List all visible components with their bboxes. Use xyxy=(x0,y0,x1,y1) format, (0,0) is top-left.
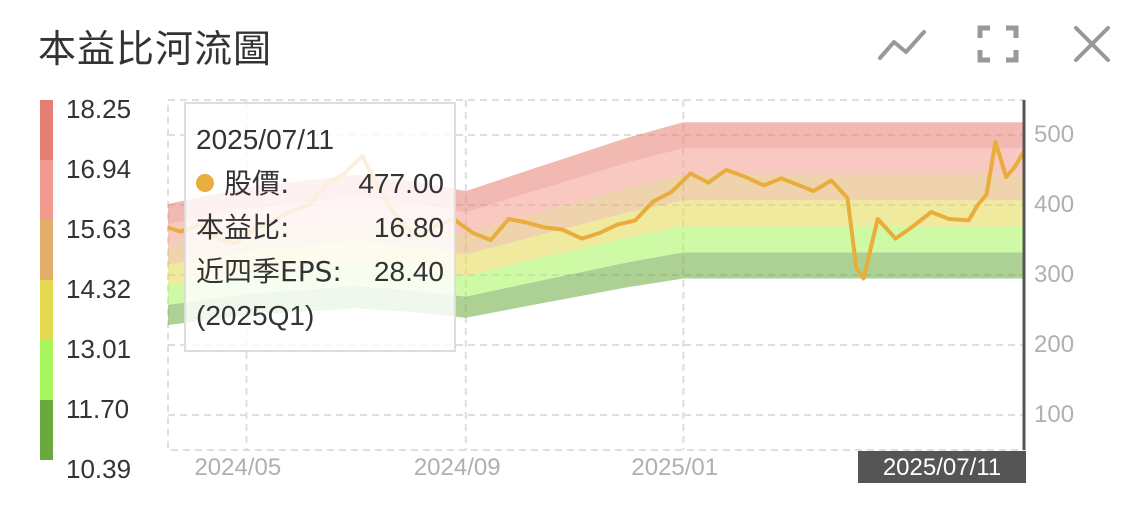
legend-swatch-3 xyxy=(40,220,53,280)
tooltip-date: 2025/07/11 xyxy=(196,124,335,155)
legend-swatch-6 xyxy=(40,400,53,460)
x-tick-label: 2024/09 xyxy=(413,454,501,481)
tooltip-pe-row: 本益比: 16.80 xyxy=(196,206,444,250)
legend-swatch-4 xyxy=(40,280,53,340)
y-tick-label: 500 xyxy=(1034,121,1075,148)
y-tick-label: 300 xyxy=(1034,261,1075,288)
pe-legend-bar xyxy=(40,100,53,460)
chart-title: 本益比河流圖 xyxy=(38,27,273,71)
fullscreen-icon[interactable] xyxy=(970,20,1026,68)
tooltip-pe-value: 16.80 xyxy=(373,212,444,243)
y-tick-label: 400 xyxy=(1034,191,1075,218)
legend-swatch-1 xyxy=(40,100,53,160)
x-tick-label: 2024/05 xyxy=(194,454,282,481)
tooltip-eps-row: 近四季EPS: 28.40 xyxy=(196,250,444,294)
tooltip-pe-label: 本益比: xyxy=(196,211,290,244)
legend-swatch-2 xyxy=(40,160,53,220)
legend-label-2: 16.94 xyxy=(66,154,132,184)
tooltip-price-row: 股價: 477.00 xyxy=(196,162,444,206)
y-tick-label: 200 xyxy=(1034,331,1075,358)
cursor-date-label: 2025/07/11 xyxy=(858,451,1026,483)
tooltip-eps-label: 近四季EPS: xyxy=(196,255,342,288)
x-tick-label: 2025/01 xyxy=(631,454,719,481)
tooltip-quarter: (2025Q1) xyxy=(196,300,315,331)
tooltip-eps-value: 28.40 xyxy=(373,256,444,287)
data-tooltip: 2025/07/11 股價: 477.00 本益比: 16.80 近四季EPS:… xyxy=(184,102,456,352)
legend-label-1: 18.25 xyxy=(66,94,132,124)
legend-label-7: 10.39 xyxy=(66,454,132,484)
legend-label-6: 11.70 xyxy=(66,394,130,424)
line-chart-icon[interactable] xyxy=(874,20,930,68)
y-tick-label: 100 xyxy=(1034,401,1075,428)
close-icon[interactable] xyxy=(1064,20,1120,68)
series-dot-icon xyxy=(196,174,214,192)
legend-swatch-5 xyxy=(40,340,53,400)
tooltip-price-value: 477.00 xyxy=(358,168,444,199)
tooltip-price-label: 股價: xyxy=(224,167,290,200)
legend-label-3: 15.63 xyxy=(66,214,132,244)
legend-label-4: 14.32 xyxy=(66,274,132,304)
legend-label-5: 13.01 xyxy=(66,334,132,364)
